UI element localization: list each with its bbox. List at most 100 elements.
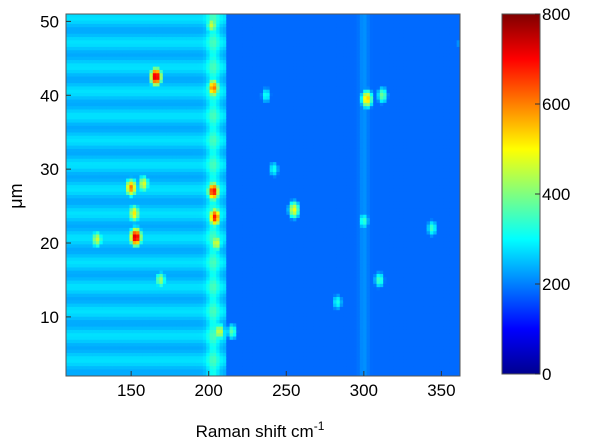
heatmap-cell bbox=[86, 66, 90, 71]
heatmap-cell bbox=[79, 201, 84, 206]
heatmap-cell bbox=[92, 122, 97, 127]
heatmap-cell bbox=[122, 14, 127, 18]
heatmap-cell bbox=[106, 23, 111, 28]
heatmap-cell bbox=[92, 102, 97, 107]
heatmap-cell bbox=[76, 102, 80, 107]
heatmap-cell bbox=[99, 37, 104, 41]
heatmap-cell bbox=[69, 148, 74, 153]
heatmap-cell bbox=[119, 267, 124, 272]
heatmap-cell bbox=[112, 303, 117, 308]
heatmap-cell bbox=[126, 102, 131, 107]
heatmap-cell bbox=[112, 323, 117, 328]
heatmap-cell bbox=[112, 310, 117, 315]
heatmap-cell bbox=[66, 122, 70, 127]
heatmap-cell bbox=[89, 188, 94, 193]
heatmap-cell bbox=[119, 139, 124, 143]
heatmap-cell bbox=[82, 27, 87, 32]
heatmap-cell bbox=[129, 306, 134, 311]
heatmap-cell bbox=[109, 40, 114, 45]
heatmap-cell bbox=[72, 33, 77, 38]
heatmap-cell bbox=[82, 346, 87, 351]
heatmap-cell bbox=[119, 46, 124, 51]
heatmap-cell bbox=[99, 43, 104, 48]
heatmap-cell bbox=[99, 188, 104, 193]
heatmap-cell bbox=[99, 343, 104, 347]
heatmap-cell bbox=[122, 40, 127, 45]
heatmap-cell bbox=[92, 250, 97, 255]
heatmap-cell bbox=[92, 224, 97, 229]
heatmap-cell bbox=[89, 23, 94, 28]
heatmap-cell bbox=[92, 237, 97, 242]
heatmap-cell bbox=[76, 69, 80, 74]
heatmap-cell bbox=[126, 339, 131, 344]
heatmap-cell bbox=[66, 343, 70, 347]
heatmap-cell bbox=[79, 165, 84, 170]
heatmap-cell bbox=[116, 241, 121, 245]
heatmap-cell bbox=[92, 303, 97, 308]
heatmap-cell bbox=[126, 356, 131, 361]
heatmap-cell bbox=[89, 303, 94, 308]
heatmap-cell bbox=[99, 33, 104, 38]
heatmap-cell bbox=[122, 204, 127, 209]
heatmap-cell bbox=[102, 185, 107, 190]
heatmap-cell bbox=[126, 310, 131, 315]
heatmap-cell bbox=[72, 191, 77, 196]
heatmap-cell bbox=[82, 244, 87, 249]
heatmap-cell bbox=[86, 148, 90, 153]
heatmap-cell bbox=[99, 66, 104, 71]
heatmap-cell bbox=[122, 333, 127, 338]
heatmap-cell bbox=[96, 313, 100, 318]
heatmap-cell bbox=[119, 303, 124, 308]
heatmap-cell bbox=[102, 244, 107, 249]
heatmap-cell bbox=[106, 336, 111, 341]
heatmap-cell bbox=[82, 356, 87, 361]
heatmap-cell bbox=[96, 320, 100, 324]
heatmap-cell bbox=[106, 20, 111, 25]
heatmap-cell bbox=[106, 145, 111, 150]
heatmap-cell bbox=[119, 63, 124, 68]
heatmap-cell bbox=[99, 83, 104, 87]
heatmap-cell bbox=[112, 198, 117, 203]
heatmap-cell bbox=[132, 86, 137, 91]
heatmap-cell bbox=[129, 125, 134, 130]
heatmap-cell bbox=[112, 366, 117, 371]
heatmap-cell bbox=[92, 293, 97, 298]
heatmap-cell bbox=[86, 250, 90, 255]
heatmap-cell bbox=[106, 76, 111, 81]
heatmap-cell bbox=[99, 14, 104, 18]
heatmap-cell bbox=[96, 310, 100, 315]
heatmap-cell bbox=[112, 168, 117, 173]
heatmap-cell bbox=[119, 214, 124, 219]
heatmap-cell bbox=[69, 139, 74, 143]
heatmap-cell bbox=[106, 333, 111, 338]
heatmap-cell bbox=[109, 306, 114, 311]
heatmap-cell bbox=[112, 227, 117, 232]
heatmap-cell bbox=[129, 346, 134, 351]
heatmap-cell bbox=[109, 43, 114, 48]
heatmap-cell bbox=[66, 316, 70, 321]
heatmap-cell bbox=[132, 135, 137, 140]
heatmap-cell bbox=[96, 352, 100, 357]
heatmap-cell bbox=[92, 227, 97, 232]
heatmap-cell bbox=[122, 188, 127, 193]
heatmap-cell bbox=[99, 303, 104, 308]
heatmap-cell bbox=[122, 343, 127, 347]
heatmap-cell bbox=[96, 273, 100, 278]
heatmap-cell bbox=[102, 69, 107, 74]
heatmap-cell bbox=[102, 122, 107, 127]
heatmap-cell bbox=[86, 191, 90, 196]
heatmap-cell bbox=[69, 191, 74, 196]
heatmap-cell bbox=[86, 96, 90, 101]
heatmap-cell bbox=[112, 306, 117, 311]
heatmap-cell bbox=[89, 116, 94, 120]
heatmap-cell bbox=[119, 142, 124, 147]
heatmap-cell bbox=[119, 247, 124, 252]
heatmap-cell bbox=[132, 50, 137, 55]
heatmap-cell bbox=[126, 60, 131, 64]
heatmap-cell bbox=[119, 204, 124, 209]
heatmap-cell bbox=[112, 297, 117, 301]
heatmap-cell bbox=[82, 14, 87, 18]
heatmap-cell bbox=[76, 306, 80, 311]
heatmap-cell bbox=[112, 273, 117, 278]
heatmap-cell bbox=[102, 17, 107, 22]
